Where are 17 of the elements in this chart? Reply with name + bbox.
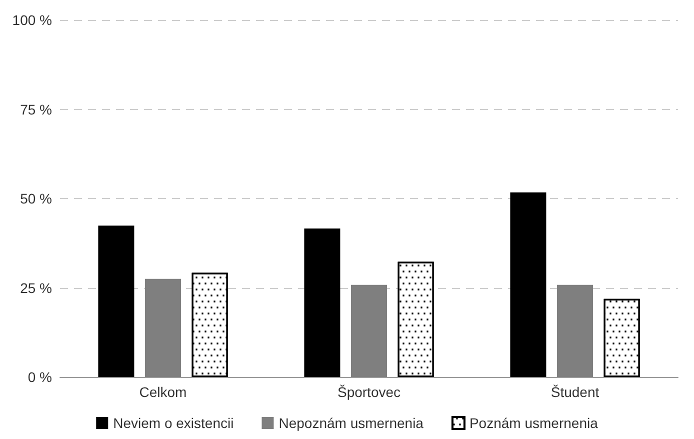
bar — [304, 228, 340, 377]
x-tick-label: Športovec — [337, 384, 401, 400]
bar — [145, 278, 181, 377]
legend-label: Poznám usmernenia — [469, 415, 598, 431]
y-tick-label: 25 % — [20, 280, 52, 296]
bar — [351, 284, 387, 377]
y-tick-label: 75 % — [20, 101, 52, 118]
x-tick-label: Študent — [550, 384, 600, 400]
bar — [557, 284, 593, 377]
y-tick-label: 100 % — [12, 12, 52, 28]
legend-label: Nepoznám usmernenia — [278, 415, 424, 431]
legend-label: Neviem o existencii — [113, 415, 234, 431]
bar — [510, 192, 546, 377]
y-tick-label: 50 % — [20, 190, 52, 206]
y-tick-label: 0 % — [28, 369, 52, 385]
bar — [98, 226, 134, 377]
x-tick-label: Celkom — [139, 384, 187, 400]
